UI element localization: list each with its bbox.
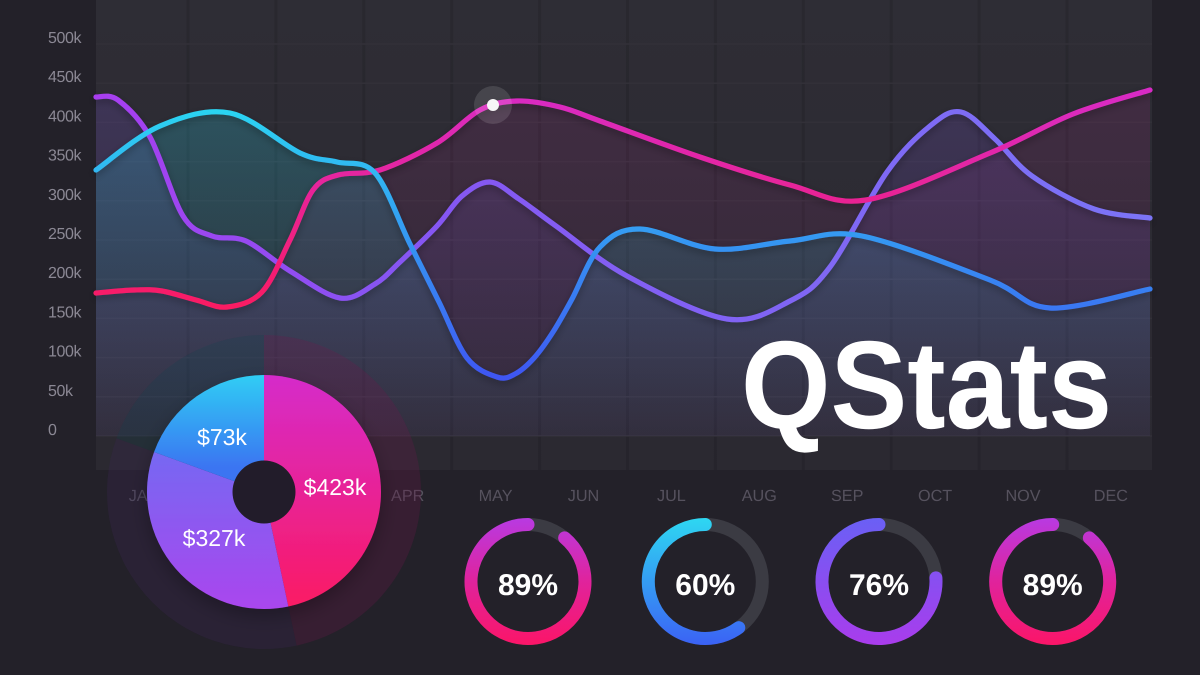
svg-text:89%: 89% (498, 569, 558, 602)
svg-text:$73k: $73k (197, 424, 247, 450)
svg-text:50k: 50k (48, 383, 74, 400)
svg-text:200k: 200k (48, 265, 82, 282)
svg-text:MAY: MAY (479, 487, 513, 505)
svg-text:APR: APR (391, 487, 424, 505)
svg-text:500k: 500k (48, 30, 82, 47)
svg-text:JUL: JUL (657, 487, 686, 505)
svg-text:300k: 300k (48, 187, 82, 204)
svg-text:350k: 350k (48, 148, 82, 165)
svg-text:400k: 400k (48, 108, 82, 125)
svg-text:$423k: $423k (304, 474, 367, 500)
svg-text:DEC: DEC (1094, 487, 1128, 505)
svg-text:JUN: JUN (568, 487, 599, 505)
svg-text:NOV: NOV (1005, 487, 1040, 505)
svg-text:60%: 60% (675, 569, 735, 602)
svg-text:SEP: SEP (831, 487, 863, 505)
svg-text:150k: 150k (48, 304, 82, 321)
svg-text:250k: 250k (48, 226, 82, 243)
svg-text:OCT: OCT (918, 487, 952, 505)
svg-text:100k: 100k (48, 344, 82, 361)
svg-text:89%: 89% (1023, 569, 1083, 602)
svg-text:450k: 450k (48, 69, 82, 86)
svg-text:0: 0 (48, 422, 57, 439)
svg-text:$327k: $327k (183, 525, 246, 551)
svg-text:AUG: AUG (742, 487, 777, 505)
svg-text:76%: 76% (849, 569, 909, 602)
svg-text:QStats: QStats (741, 316, 1112, 455)
